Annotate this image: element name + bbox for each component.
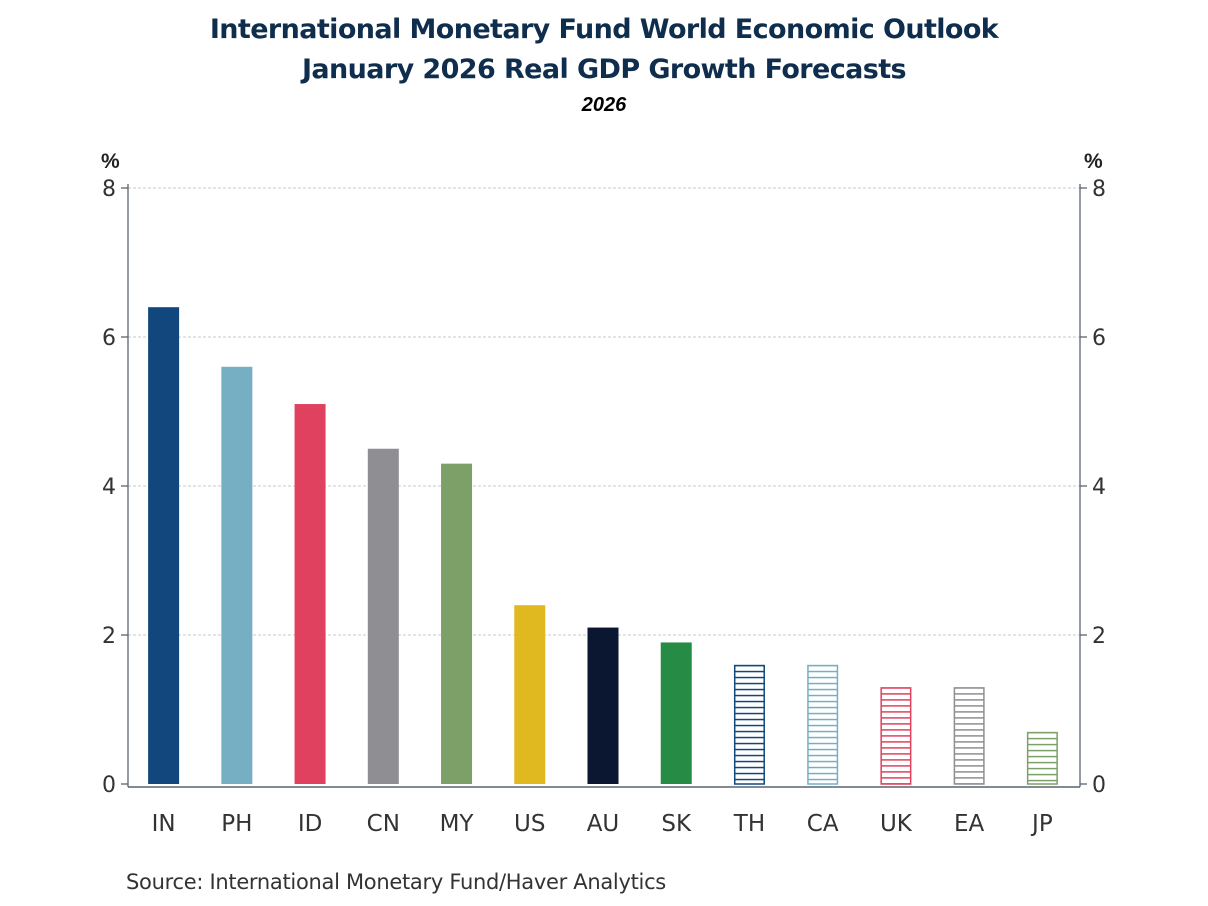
x-tick-label: PH: [221, 811, 252, 837]
y-tick-label-left: 6: [102, 326, 116, 351]
y-tick-label-left: 8: [102, 177, 116, 202]
x-tick-label: CN: [367, 811, 400, 837]
x-tick-label: TH: [733, 811, 765, 837]
bar-ca: [807, 664, 839, 785]
x-tick-label: SK: [661, 811, 692, 837]
chart-subtitle: January 2026 Real GDP Growth Forecasts: [301, 54, 907, 85]
x-tick-label: JP: [1030, 811, 1053, 837]
source-note: Source: International Monetary Fund/Have…: [126, 870, 666, 894]
chart-year-label: 2026: [581, 94, 627, 116]
y-axis-unit-left: %: [101, 150, 120, 173]
bar-id: [294, 404, 326, 784]
x-tick-label: CA: [807, 811, 839, 837]
x-tick-label: US: [514, 811, 545, 837]
x-tick-label: IN: [152, 811, 176, 837]
bar-jp: [1026, 731, 1058, 785]
x-tick-label: UK: [880, 811, 913, 837]
bar-cn: [367, 448, 399, 784]
y-tick-label-right: 8: [1092, 177, 1106, 202]
bar-sk: [660, 642, 692, 784]
x-tick-label: ID: [298, 811, 323, 837]
bar-uk: [880, 687, 912, 785]
gridlines: [128, 187, 1080, 636]
x-tick-label: AU: [587, 811, 620, 837]
y-tick-label-left: 0: [102, 773, 116, 798]
bar-th: [733, 664, 765, 785]
bars: [148, 307, 1058, 785]
labels: 0 0 2 2 4 4 6 6 8 8 IN PH ID CN MY US AU SK TH CA UK EA JP: [102, 177, 1106, 837]
x-tick-label: EA: [954, 811, 985, 837]
y-tick-label-left: 4: [102, 475, 116, 500]
y-tick-label-right: 6: [1092, 326, 1106, 351]
axes: [121, 184, 1087, 788]
bar-ea: [953, 687, 985, 785]
bar-ph: [221, 366, 253, 784]
y-tick-label-right: 4: [1092, 475, 1106, 500]
bar-us: [514, 605, 546, 784]
bar-au: [587, 627, 619, 784]
bar-in: [148, 307, 180, 784]
x-tick-label: MY: [440, 811, 475, 837]
chart-title: International Monetary Fund World Econom…: [209, 14, 999, 45]
y-tick-label-right: 2: [1092, 624, 1106, 649]
y-axis-unit-right: %: [1084, 150, 1103, 173]
y-tick-label-left: 2: [102, 624, 116, 649]
bar-my: [441, 463, 473, 784]
y-tick-label-right: 0: [1092, 773, 1106, 798]
